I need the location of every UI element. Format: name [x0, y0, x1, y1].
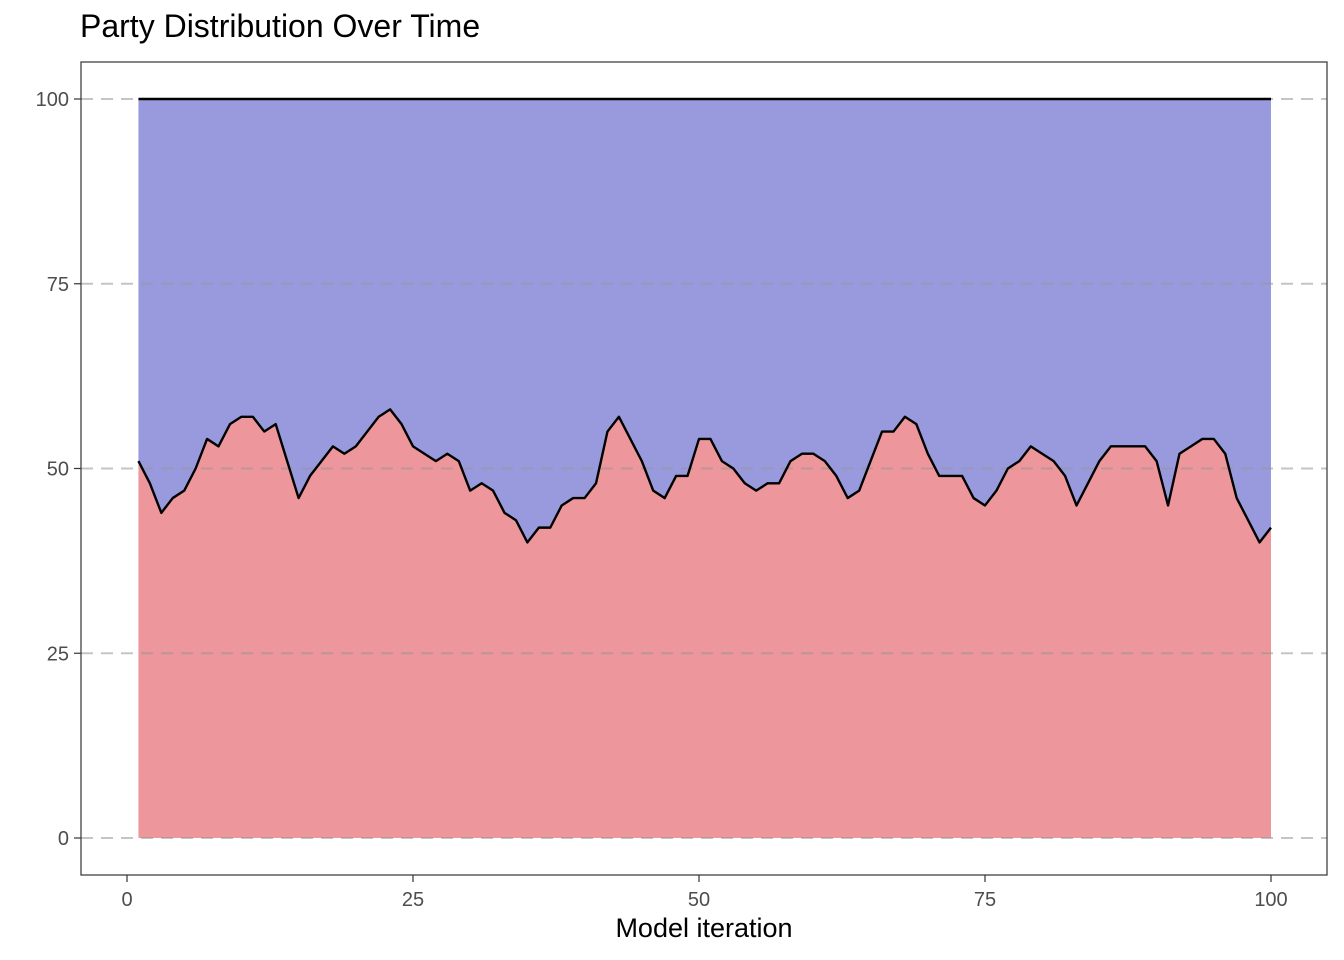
x-tick-label: 50	[688, 889, 710, 911]
x-tick-label: 25	[402, 889, 424, 911]
x-tick-label: 75	[974, 889, 996, 911]
y-tick-label: 25	[47, 643, 69, 665]
series-line-lower	[137, 408, 1272, 544]
x-axis-label: Model iteration	[615, 913, 793, 943]
y-tick-label: 50	[47, 459, 69, 481]
y-tick-label: 100	[36, 89, 69, 111]
y-tick-label: 75	[47, 274, 69, 296]
y-tick-label: 0	[58, 828, 69, 850]
x-tick-label: 0	[121, 889, 132, 911]
chart-title: Party Distribution Over Time	[80, 8, 481, 44]
lower-area	[138, 409, 1272, 838]
x-tick-label: 100	[1254, 889, 1287, 911]
upper-area	[138, 99, 1272, 543]
